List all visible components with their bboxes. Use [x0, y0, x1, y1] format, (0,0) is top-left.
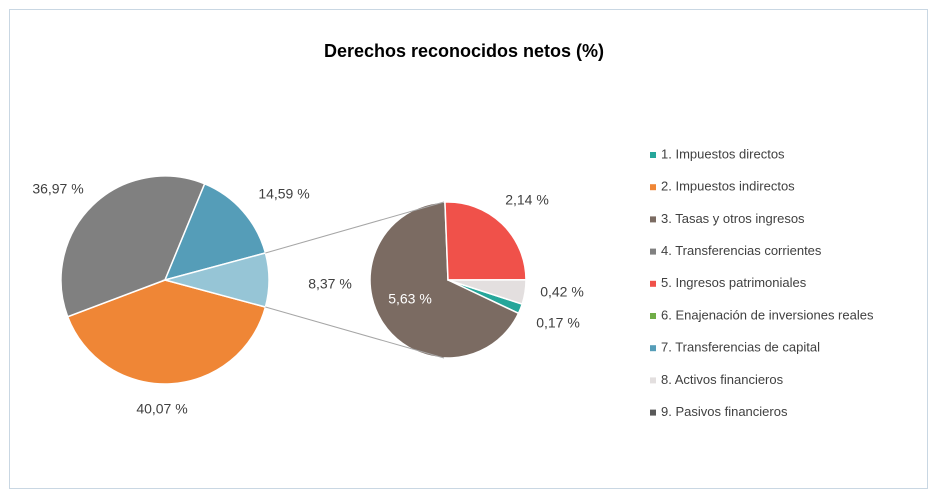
pie-slice [66, 279, 267, 385]
data-label: 0,42 % [540, 284, 584, 300]
data-label: 8,37 % [308, 276, 352, 292]
chart-title: Derechos reconocidos netos (%) [324, 41, 604, 61]
legend-swatch [650, 184, 656, 191]
legend-label: 2. Impuestos indirectos [661, 179, 795, 194]
legend-swatch [650, 409, 656, 416]
legend-label: 4. Transferencias corrientes [661, 243, 822, 258]
data-label: 36,97 % [32, 181, 83, 197]
data-label: 40,07 % [136, 401, 187, 417]
pie-slice [369, 201, 520, 359]
legend-swatch [650, 152, 656, 158]
legend-label: 7. Transferencias de capital [661, 340, 820, 355]
data-label: 14,59 % [258, 186, 309, 202]
data-label: 5,63 % [388, 291, 432, 307]
connector-line [265, 306, 445, 359]
legend-swatch [650, 280, 656, 287]
legend-swatch [650, 377, 656, 384]
pie-slice [60, 175, 206, 318]
legend-label: 8. Activos financieros [661, 372, 784, 387]
legend-swatch [650, 345, 656, 352]
pie-slice [447, 279, 527, 306]
pie-slice-other [162, 252, 270, 308]
legend-label: 3. Tasas y otros ingresos [661, 211, 805, 226]
data-label: 0,17 % [536, 315, 580, 331]
legend-label: 1. Impuestos directos [661, 146, 785, 161]
legend-label: 6. Enajenación de inversiones reales [661, 307, 874, 322]
legend-label: 9. Pasivos financieros [661, 404, 788, 419]
connector-line [265, 201, 445, 254]
legend-label: 5. Ingresos patrimoniales [661, 275, 807, 290]
data-label: 2,14 % [505, 192, 549, 208]
pie-slice [163, 182, 267, 282]
legend-swatch [650, 216, 656, 223]
legend-swatch [650, 313, 656, 319]
legend-swatch [650, 248, 656, 255]
pie-slice [444, 201, 527, 281]
